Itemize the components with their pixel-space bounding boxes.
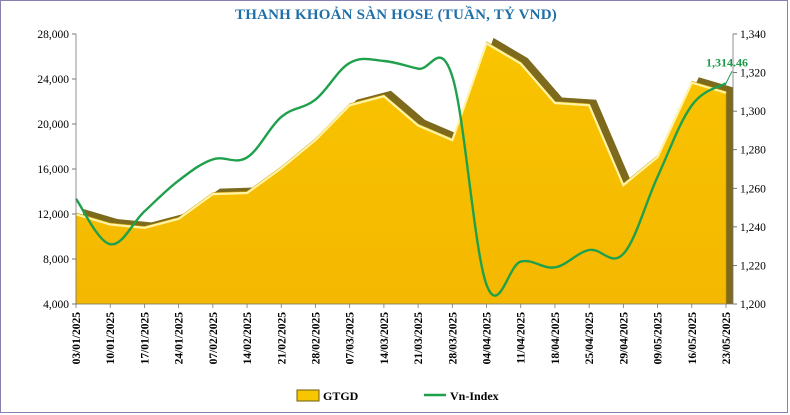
left-axis-tick-label: 12,000 [37,209,69,221]
gtgd-area-layer [75,37,733,305]
x-axis-tick-label: 21/03/2025 [413,312,425,365]
last-value-annotation: 1,314.46 [706,55,748,69]
annotation-leader [725,71,733,84]
x-axis-tick-label: 23/05/2025 [721,312,733,365]
legend-label-gtgd: GTGD [323,389,359,403]
x-axis-tick-label: 16/05/2025 [687,312,699,365]
right-axis-tick-label: 1,280 [740,145,766,157]
axes-layer: 4,000 8,000 12,000 16,000 20,000 24,000 28,000… [37,29,766,364]
gtgd-area-highlight [75,41,727,229]
right-axis-tick-label: 1,220 [740,260,766,272]
x-axis-tick-label: 11/04/2025 [516,312,528,364]
left-axis-tick-label: 4,000 [43,299,69,311]
x-axis-tick-label: 03/01/2025 [71,312,83,365]
right-axis-tick-label: 1,320 [740,68,766,80]
vn-index-line [75,56,727,297]
x-axis-tick-label: 07/02/2025 [208,312,220,365]
right-axis-tick-label: 1,240 [740,222,766,234]
x-axis-tick-label: 10/01/2025 [105,312,117,365]
right-axis-tick-label: 1,340 [740,29,766,41]
x-axis-tick-label: 18/04/2025 [550,312,562,365]
x-axis-tick-label: 24/01/2025 [174,312,186,365]
x-axis-tick-label: 28/03/2025 [447,312,459,365]
right-axis-tick-label: 1,300 [740,106,766,118]
x-axis-tick-label: 17/01/2025 [139,312,151,365]
left-axis-tick-label: 16,000 [37,164,69,176]
legend-swatch-gtgd [296,389,320,402]
x-axis-tick-label: 25/04/2025 [584,312,596,365]
left-axis-tick-label: 28,000 [37,29,69,41]
x-axis-tick-label: 29/04/2025 [618,312,630,365]
left-axis-tick-label: 20,000 [37,119,69,131]
left-axis-tick-label: 8,000 [43,254,69,266]
x-axis-tick-label: 09/05/2025 [653,312,665,365]
chart-title: THANH KHOẢN SÀN HOSE (TUẦN, TỶ VND) [235,7,557,23]
right-axis-tick-label: 1,260 [740,183,766,195]
legend: GTGD Vn-Index [296,389,499,403]
x-axis-tick-label: 07/03/2025 [345,312,357,365]
x-axis-tick-label: 14/03/2025 [379,312,391,365]
right-axis-tick-label: 1,200 [740,299,766,311]
vn-index-line-layer: 1,314.46 [75,55,748,297]
x-axis-tick-label: 04/04/2025 [482,312,494,365]
x-axis-tick-label: 28/02/2025 [310,312,322,365]
gtgd-area [75,41,727,305]
x-axis-tick-label: 21/02/2025 [276,312,288,365]
left-axis-tick-label: 24,000 [37,74,69,86]
legend-label-vn-index: Vn-Index [450,389,499,403]
x-axis-tick-label: 14/02/2025 [242,312,254,365]
